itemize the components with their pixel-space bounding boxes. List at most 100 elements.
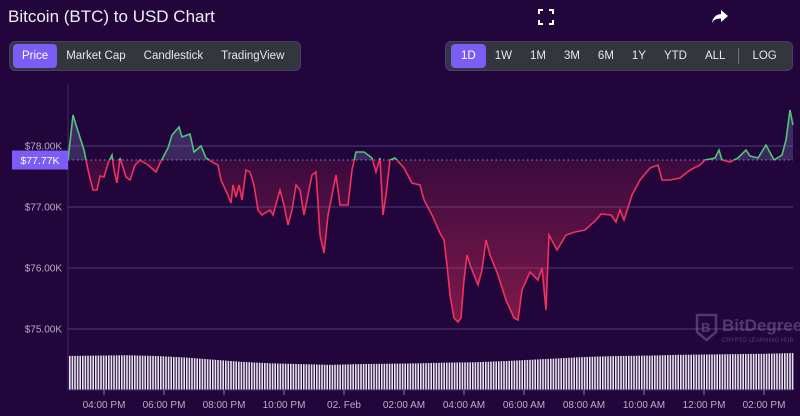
volume-bar bbox=[74, 355, 76, 390]
volume-bar bbox=[672, 355, 674, 390]
tab-candlestick[interactable]: Candlestick bbox=[143, 50, 204, 62]
volume-bar bbox=[557, 358, 560, 390]
volume-bar bbox=[529, 359, 531, 390]
volume-bar bbox=[781, 353, 783, 390]
volume-bar bbox=[459, 362, 461, 390]
volume-bar bbox=[308, 364, 310, 390]
volume-bar bbox=[300, 364, 302, 390]
range-3m[interactable]: 3M bbox=[563, 50, 580, 62]
volume-bar bbox=[414, 363, 417, 390]
price-line-up bbox=[67, 109, 794, 161]
volume-bar bbox=[295, 364, 297, 390]
volume-bar bbox=[583, 357, 586, 390]
volume-bar bbox=[643, 355, 646, 390]
volume-bar bbox=[183, 357, 185, 390]
volume-bar bbox=[326, 364, 328, 390]
range-1d[interactable]: 1D bbox=[451, 44, 486, 68]
volume-bar bbox=[433, 362, 435, 390]
volume-bar bbox=[115, 355, 118, 390]
fullscreen-icon[interactable] bbox=[537, 8, 555, 26]
volume-bar bbox=[105, 355, 107, 390]
volume-bar bbox=[508, 360, 510, 390]
log-scale-toggle[interactable]: LOG bbox=[752, 50, 777, 62]
volume-bar bbox=[378, 363, 380, 390]
volume-bar bbox=[703, 354, 705, 390]
volume-bar bbox=[786, 353, 789, 390]
volume-bar bbox=[123, 355, 126, 390]
volume-bar bbox=[193, 358, 196, 390]
volume-bar bbox=[547, 358, 549, 390]
range-6m[interactable]: 6M bbox=[597, 50, 614, 62]
volume-bar bbox=[422, 363, 425, 390]
x-tick-label: 08:00 AM bbox=[563, 400, 605, 411]
tab-market-cap[interactable]: Market Cap bbox=[66, 50, 126, 62]
volume-bar bbox=[737, 354, 739, 390]
volume-bar bbox=[609, 356, 612, 390]
volume-bar bbox=[628, 355, 630, 390]
volume-bar bbox=[500, 361, 503, 390]
volume-bar bbox=[680, 354, 682, 390]
tab-tradingview[interactable]: TradingView bbox=[221, 50, 285, 62]
volume-bar bbox=[227, 360, 230, 390]
volume-bar bbox=[121, 355, 123, 390]
volume-bar bbox=[110, 355, 113, 390]
volume-bar bbox=[271, 363, 274, 390]
volume-bar bbox=[693, 354, 695, 390]
range-ytd[interactable]: YTD bbox=[663, 50, 687, 62]
bitdegree-watermark: B BitDegree CRYPTO LEARNING HUB bbox=[695, 313, 800, 344]
volume-bar bbox=[729, 354, 731, 390]
volume-bar bbox=[724, 354, 726, 390]
volume-bar bbox=[412, 363, 414, 390]
volume-bar bbox=[313, 364, 315, 390]
volume-bar bbox=[219, 360, 222, 390]
volume-bar bbox=[708, 354, 711, 390]
volume-bar bbox=[477, 362, 479, 390]
x-tick-label: 04:00 PM bbox=[83, 400, 126, 411]
volume-bar bbox=[771, 353, 773, 390]
volume-bar bbox=[573, 357, 575, 390]
volume-bar bbox=[310, 364, 313, 390]
volume-bar bbox=[394, 363, 396, 390]
volume-bar bbox=[256, 362, 258, 390]
volume-bar bbox=[516, 360, 518, 390]
range-1m[interactable]: 1M bbox=[529, 50, 546, 62]
page-title: Bitcoin (BTC) to USD Chart bbox=[8, 7, 215, 26]
volume-bar bbox=[409, 363, 412, 390]
volume-bar bbox=[635, 355, 638, 390]
volume-bar bbox=[391, 363, 393, 390]
range-all[interactable]: ALL bbox=[704, 50, 726, 62]
volume-bar bbox=[321, 364, 323, 390]
volume-bar bbox=[542, 359, 544, 390]
price-line-down bbox=[68, 160, 776, 324]
volume-bar bbox=[188, 357, 191, 390]
range-1y[interactable]: 1Y bbox=[631, 50, 646, 62]
volume-bar bbox=[258, 362, 261, 390]
share-icon[interactable] bbox=[711, 8, 729, 26]
volume-bar bbox=[677, 354, 679, 390]
volume-bar bbox=[560, 358, 562, 390]
volume-bar bbox=[622, 355, 625, 390]
volume-bar bbox=[162, 356, 165, 390]
volume-bar bbox=[674, 354, 677, 390]
volume-bar bbox=[568, 357, 570, 390]
volume-bar bbox=[446, 362, 448, 390]
tab-price[interactable]: Price bbox=[13, 44, 58, 68]
volume-bar bbox=[160, 356, 162, 390]
svg-text:CRYPTO LEARNING HUB: CRYPTO LEARNING HUB bbox=[722, 338, 793, 344]
y-tick-label: $78.00K bbox=[25, 142, 63, 153]
volume-bar bbox=[620, 355, 622, 390]
volume-bar bbox=[739, 354, 742, 390]
y-tick-label: $75.00K bbox=[25, 325, 63, 336]
volume-bar bbox=[157, 356, 159, 390]
volume-bar bbox=[108, 355, 110, 390]
volume-bar bbox=[604, 356, 607, 390]
volume-bar bbox=[656, 355, 659, 390]
volume-bar bbox=[485, 361, 487, 390]
volume-bar bbox=[565, 357, 568, 390]
range-1w[interactable]: 1W bbox=[494, 50, 512, 62]
volume-bar bbox=[490, 361, 492, 390]
volume-bar bbox=[149, 355, 152, 390]
volume-bar bbox=[128, 355, 131, 390]
volume-bar bbox=[386, 363, 388, 390]
